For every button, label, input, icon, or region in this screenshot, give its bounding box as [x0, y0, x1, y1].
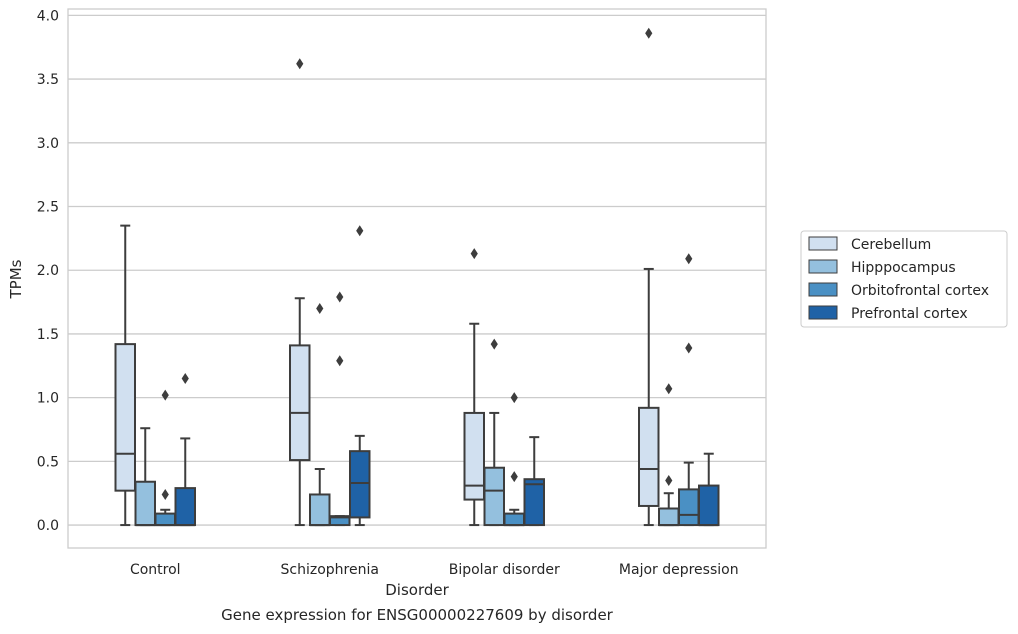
- y-tick-label: 3.0: [37, 136, 59, 152]
- legend-label: Prefrontal cortex: [851, 306, 968, 322]
- box-iqr: [329, 515, 351, 527]
- outlier-point: [161, 389, 169, 401]
- legend-label: Cerebellum: [851, 237, 931, 253]
- legend-swatch: [808, 305, 838, 320]
- outlier-point: [685, 253, 693, 265]
- box-iqr: [503, 512, 525, 527]
- y-tick-label: 2.0: [37, 263, 59, 279]
- y-tick-label: 0.5: [37, 454, 59, 470]
- outlier-point: [510, 471, 518, 483]
- outlier-point: [490, 338, 498, 350]
- box-prefrontal-cortex: [349, 225, 371, 527]
- box-iqr: [638, 406, 660, 507]
- box-iqr: [483, 466, 505, 527]
- box-iqr: [154, 512, 176, 527]
- box-iqr: [114, 343, 136, 492]
- box-iqr: [289, 344, 311, 462]
- box-hipppocampus: [658, 383, 680, 527]
- box-orbitofrontal-cortex: [678, 253, 700, 527]
- box-cerebellum: [289, 58, 311, 527]
- outlier-point: [510, 392, 518, 404]
- box-hipppocampus: [309, 302, 331, 527]
- plot-area: [114, 27, 720, 527]
- box-iqr: [349, 450, 371, 519]
- legend: Cerebellum Hipppocampus Orbitofrontal cort…: [800, 230, 1008, 328]
- y-axis-label: TPMs: [7, 259, 25, 299]
- y-tick-labels: 0.0 0.5 1.0 1.5 2.0 2.5 3.0 3.5 4.0: [37, 8, 59, 534]
- box-iqr: [658, 507, 680, 527]
- box-orbitofrontal-cortex: [154, 389, 176, 527]
- y-tick-label: 1.0: [37, 391, 59, 407]
- x-tick-labels: Control Schizophrenia Bipolar disorder Majo…: [130, 562, 739, 578]
- outlier-point: [316, 302, 324, 314]
- outlier-point: [336, 355, 344, 367]
- outlier-point: [470, 248, 478, 260]
- outlier-point: [665, 474, 673, 486]
- box-cerebellum: [114, 224, 136, 527]
- box-iqr: [174, 487, 196, 527]
- outlier-point: [685, 342, 693, 354]
- x-tick-label: Major depression: [619, 562, 739, 578]
- x-tick-label: Bipolar disorder: [449, 562, 560, 578]
- box-iqr: [134, 480, 156, 527]
- outlier-point: [181, 373, 189, 385]
- box-hipppocampus: [483, 338, 505, 527]
- legend-swatch: [808, 236, 838, 251]
- box-iqr: [463, 411, 485, 501]
- legend-swatch: [808, 282, 838, 297]
- axes-frame: [67, 8, 767, 549]
- legend-swatch: [808, 259, 838, 274]
- outlier-point: [665, 383, 673, 395]
- box-iqr: [678, 488, 700, 527]
- y-tick-label: 4.0: [37, 8, 59, 24]
- box-iqr: [523, 478, 545, 527]
- y-tick-label: 0.0: [37, 518, 59, 534]
- legend-label: Orbitofrontal cortex: [851, 283, 989, 299]
- box-cerebellum: [463, 248, 485, 527]
- box-prefrontal-cortex: [698, 452, 720, 527]
- box-prefrontal-cortex: [523, 436, 545, 527]
- figure-caption: Gene expression for ENSG00000227609 by d…: [221, 606, 613, 624]
- x-tick-label: Control: [130, 562, 181, 578]
- box-hipppocampus: [134, 427, 156, 527]
- box-orbitofrontal-cortex: [329, 291, 351, 527]
- outlier-point: [356, 225, 364, 237]
- outlier-point: [645, 27, 653, 39]
- box-cerebellum: [638, 27, 660, 527]
- legend-label: Hipppocampus: [851, 260, 956, 276]
- box-orbitofrontal-cortex: [503, 392, 525, 527]
- y-tick-label: 1.5: [37, 327, 59, 343]
- x-axis-label: Disorder: [385, 581, 449, 599]
- outlier-point: [161, 488, 169, 500]
- y-gridlines: [68, 14, 766, 526]
- x-tick-label: Schizophrenia: [281, 562, 379, 578]
- outlier-point: [296, 58, 304, 70]
- legend-frame: [800, 230, 1008, 328]
- box-prefrontal-cortex: [174, 373, 196, 527]
- y-tick-label: 2.5: [37, 200, 59, 216]
- box-iqr: [309, 493, 331, 527]
- box-iqr: [698, 484, 720, 527]
- y-tick-label: 3.5: [37, 72, 59, 88]
- outlier-point: [336, 291, 344, 303]
